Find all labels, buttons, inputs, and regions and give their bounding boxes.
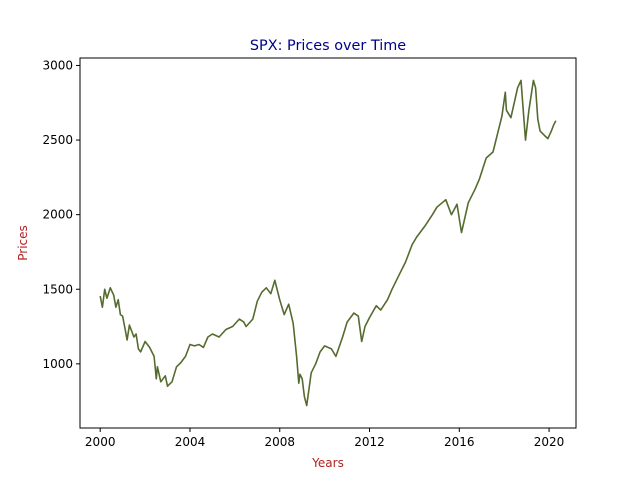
axes-frame [79,57,577,429]
plot-area [79,57,577,429]
y-tick-label: 2500 [42,133,73,147]
y-tick-label: 1000 [42,357,73,371]
y-axis-label: Prices [16,225,30,261]
chart-title: SPX: Prices over Time [250,38,406,54]
series-line [99,79,557,407]
x-axis-label: Years [311,456,344,470]
y-tick-label: 3000 [42,58,73,72]
x-tick-label: 2020 [534,435,565,449]
x-tick-label: 2004 [175,435,206,449]
x-tick-label: 2008 [264,435,295,449]
y-tick-label: 1500 [42,282,73,296]
x-tick-label: 2016 [444,435,475,449]
x-axis: 2000 2004 2008 2012 2016 2020 [85,428,564,449]
x-tick-label: 2000 [85,435,116,449]
y-axis: 1000 1500 2000 2500 3000 [42,58,80,371]
y-tick-label: 2000 [42,208,73,222]
x-tick-label: 2012 [354,435,385,449]
